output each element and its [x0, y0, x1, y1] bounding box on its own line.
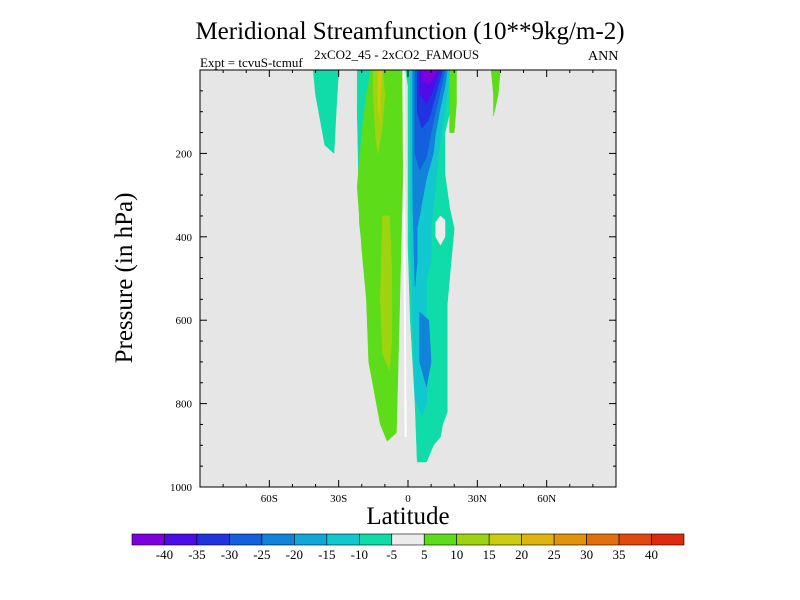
colorbar-label-7: -5: [386, 547, 397, 562]
contour-region-16: [435, 215, 446, 246]
y-tick-label-4: 1000: [170, 482, 193, 494]
colorbar-swatch-3: [229, 533, 263, 546]
colorbar-swatch-12: [521, 533, 555, 546]
colorbar-label-6: -10: [351, 547, 368, 562]
x-axis-label: Latitude: [366, 503, 450, 530]
x-tick-label-0: 60S: [261, 493, 278, 505]
colorbar-swatch-0: [131, 533, 165, 546]
contour-region-11: [419, 311, 432, 387]
colorbar: -40 -35 -30 -25 -20 -15 -10 -5 5 10 15 20 25 30 35 40: [131, 533, 685, 562]
colorbar-label-0: -40: [156, 547, 173, 562]
contour-region-2: [356, 69, 404, 442]
colorbar-swatch-16: [651, 533, 685, 546]
colorbar-swatch-5: [294, 533, 328, 546]
colorbar-swatch-11: [488, 533, 522, 546]
colorbar-label-10: 15: [483, 547, 496, 562]
colorbar-swatch-9: [423, 533, 458, 546]
colorbar-swatch-13: [553, 533, 587, 546]
colorbar-swatch-2: [196, 533, 230, 546]
chart-title: Meridional Streamfunction (10**9kg/m-2): [195, 18, 625, 45]
axis-ticks: 60S 30S 0 30N 60N 200 400 600 800 1000: [170, 70, 616, 505]
colorbar-swatch-4: [261, 533, 295, 546]
colorbar-label-5: -15: [318, 547, 335, 562]
colorbar-label-1: -35: [188, 547, 205, 562]
colorbar-label-3: -25: [253, 547, 270, 562]
contour-region-4: [380, 215, 393, 371]
y-tick-label-0: 200: [176, 148, 193, 160]
colorbar-label-11: 20: [515, 547, 528, 562]
colorbar-label-12: 25: [548, 547, 561, 562]
y-tick-label-3: 800: [176, 399, 193, 411]
x-tick-label-1: 30S: [330, 493, 347, 505]
colorbar-label-4: -20: [286, 547, 303, 562]
season-label: ANN: [588, 49, 619, 64]
x-tick-label-3: 30N: [468, 493, 487, 505]
colorbar-swatch-8: [391, 533, 425, 546]
y-tick-label-2: 600: [176, 315, 193, 327]
colorbar-label-14: 35: [613, 547, 626, 562]
colorbar-swatch-15: [618, 533, 652, 546]
contour-regions: [312, 69, 501, 463]
colorbar-swatch-14: [586, 533, 620, 546]
y-tick-label-1: 400: [176, 232, 193, 244]
colorbar-label-9: 10: [450, 547, 463, 562]
colorbar-label-15: 40: [645, 547, 658, 562]
x-tick-label-4: 60N: [537, 493, 556, 505]
chart-subtitle: 2xCO2_45 - 2xCO2_FAMOUS: [314, 47, 480, 62]
colorbar-label-13: 30: [580, 547, 593, 562]
colorbar-swatch-7: [358, 533, 393, 546]
colorbar-label-2: -30: [221, 547, 238, 562]
colorbar-swatch-6: [326, 533, 360, 546]
x-tick-label-2: 0: [405, 493, 411, 505]
zero-contour-line: [402, 69, 407, 437]
colorbar-label-8: 5: [421, 547, 428, 562]
colorbar-swatch-10: [456, 533, 490, 546]
experiment-label: Expt = tcvuS-tcmuf: [200, 55, 303, 70]
colorbar-swatch-1: [164, 533, 198, 546]
